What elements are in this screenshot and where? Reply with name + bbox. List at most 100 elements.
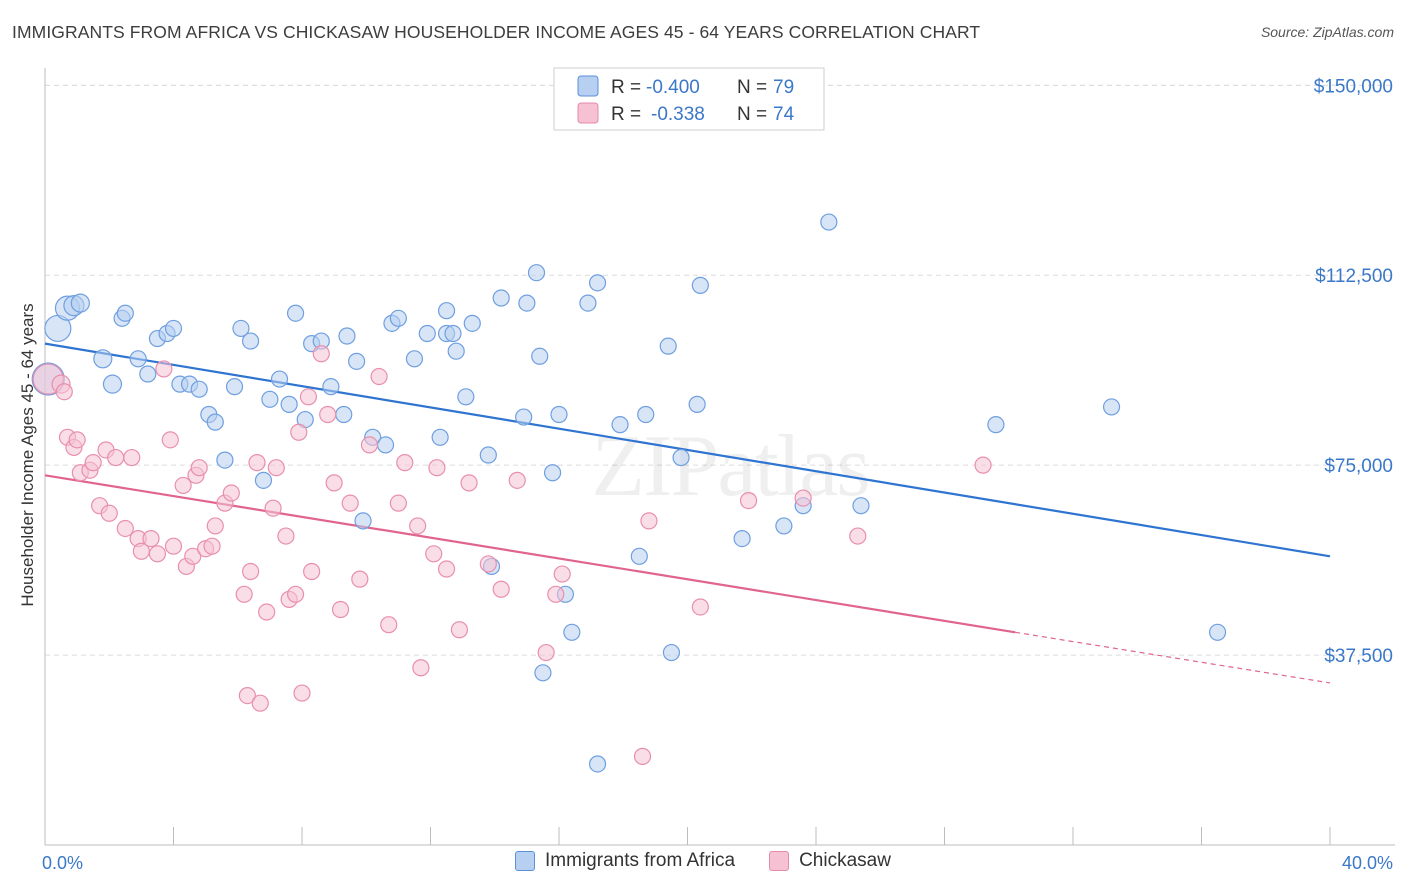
chickasaw-point (508, 471, 526, 489)
chickasaw-point (55, 383, 73, 401)
legend-n-label-chickasaw: N = (737, 104, 767, 125)
africa-point (270, 370, 289, 388)
chickasaw-point (155, 360, 173, 378)
africa-point (418, 324, 436, 343)
africa-point (254, 471, 273, 489)
legend-n-label-africa: N = (737, 77, 767, 98)
africa-point (447, 342, 465, 360)
africa-point (637, 405, 655, 424)
chickasaw-point (794, 489, 812, 507)
africa-point (527, 264, 546, 282)
africa-point (437, 302, 456, 320)
chickasaw-point (161, 431, 179, 449)
watermark: ZIPatlas (591, 418, 868, 515)
chickasaw-point (184, 547, 202, 565)
chickasaw-point (360, 436, 379, 454)
chickasaw-point (537, 643, 555, 662)
chickasaw-point (640, 512, 658, 530)
data-points (31, 213, 1227, 773)
chickasaw-point (633, 747, 652, 765)
africa-point (733, 529, 751, 548)
chickasaw-point (409, 517, 427, 535)
africa-point (492, 289, 510, 307)
africa-point (518, 294, 536, 312)
chickasaw-point (319, 405, 337, 424)
chickasaw-point (123, 448, 141, 467)
africa-point (659, 337, 677, 355)
chickasaw-point (428, 459, 446, 477)
africa-point (563, 623, 581, 641)
africa-point (225, 378, 244, 396)
chickasaw-point (425, 545, 443, 563)
chickasaw-point (849, 527, 867, 545)
africa-point (611, 416, 629, 434)
chickasaw-point (286, 585, 305, 603)
chickasaw-point (148, 545, 167, 563)
chickasaw-point (68, 431, 86, 449)
chickasaw-point (460, 474, 478, 492)
africa-point (688, 395, 706, 413)
chickasaw-point (277, 527, 295, 545)
chickasaw-point (312, 345, 330, 363)
africa-point (280, 395, 298, 413)
chickasaw-point (190, 459, 208, 477)
chickasaw-point (479, 555, 497, 573)
africa-point (1102, 398, 1121, 416)
africa-point (852, 497, 870, 515)
legend-item-chickasaw[interactable]: Chickasaw (769, 850, 891, 872)
legend-item-africa[interactable]: Immigrants from Africa (515, 850, 735, 872)
chickasaw-point (267, 459, 285, 477)
chickasaw-point (248, 454, 266, 472)
africa-point (405, 350, 424, 368)
y-tick-label: $150,000 (1314, 76, 1393, 97)
source-label: Source: ZipAtlas.com (1260, 24, 1394, 40)
africa-point (550, 405, 568, 424)
chickasaw-point (206, 517, 224, 535)
africa-point (216, 451, 234, 469)
africa-point (543, 464, 562, 482)
legend-label-africa: Immigrants from Africa (545, 850, 736, 871)
chickasaw-point (396, 454, 414, 472)
africa-point (588, 755, 607, 773)
chickasaw-point (264, 499, 282, 517)
chickasaw-point (547, 585, 565, 603)
legend-swatch-blue (515, 851, 536, 871)
africa-point (662, 643, 681, 662)
chickasaw-point (100, 504, 118, 522)
chickasaw-point (251, 694, 269, 712)
chickasaw-point (351, 570, 369, 588)
legend-r-value-chickasaw: -0.338 (651, 104, 705, 125)
y-axis-label: Householder Income Ages 45 - 64 years (18, 303, 37, 606)
africa-point (116, 304, 134, 322)
chickasaw-point (290, 423, 308, 441)
axes (44, 68, 1395, 846)
chickasaw-point (303, 562, 321, 581)
y-tick-label: $75,000 (1324, 456, 1393, 477)
chickasaw-point (389, 494, 407, 512)
africa-point (286, 304, 305, 322)
chickasaw-point (739, 492, 758, 510)
x-tick-label-min: 0.0% (42, 853, 83, 873)
y-tick-label: $37,500 (1324, 646, 1393, 667)
africa-point (431, 428, 449, 446)
chickasaw-point (222, 484, 240, 502)
chickasaw-point (235, 585, 253, 603)
africa-point (630, 547, 648, 565)
chickasaw-point (450, 621, 469, 639)
x-tick-label-max: 40.0% (1342, 853, 1393, 873)
legend-swatch-pink (769, 851, 790, 871)
chickasaw-point (437, 560, 456, 578)
africa-point (102, 374, 123, 394)
x-tick-labels: 0.0% 40.0% (42, 853, 1393, 873)
africa-point (322, 378, 340, 396)
chickasaw-point (107, 448, 125, 467)
africa-point (987, 416, 1005, 434)
chickasaw-point (242, 562, 260, 581)
legend-r-label-chickasaw: R = (611, 104, 641, 125)
africa-point (457, 388, 475, 406)
chickasaw-point (370, 367, 388, 386)
chickasaw-point (203, 537, 221, 555)
africa-point (376, 436, 395, 454)
chart-title: IMMIGRANTS FROM AFRICA VS CHICKASAW HOUS… (12, 22, 981, 42)
y-tick-label: $112,500 (1315, 266, 1393, 287)
